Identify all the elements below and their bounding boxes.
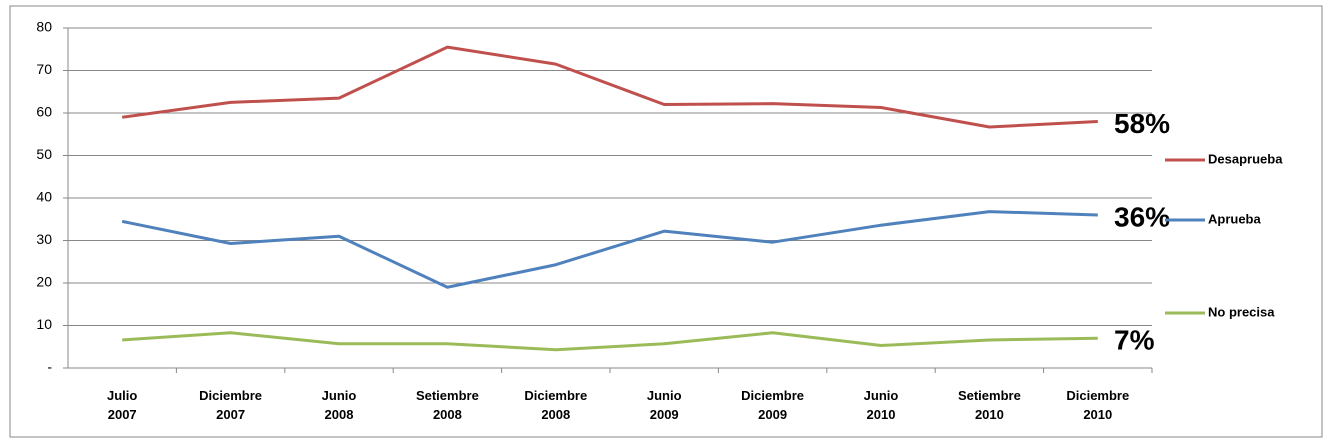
x-tick-label-line: Diciembre <box>741 388 804 403</box>
legend-label: No precisa <box>1208 304 1275 319</box>
x-tick-label-line: 2010 <box>1083 407 1112 422</box>
y-tick-label: - <box>47 359 52 375</box>
x-tick-label-line: 2010 <box>975 407 1004 422</box>
y-tick-label: 20 <box>36 274 52 290</box>
x-tick-label-line: Setiembre <box>958 388 1021 403</box>
x-tick-label-line: Junio <box>322 388 357 403</box>
y-tick-label: 80 <box>36 19 52 35</box>
y-tick-label: 10 <box>36 316 52 332</box>
y-tick-label: 60 <box>36 104 52 120</box>
x-tick-label-line: 2009 <box>650 407 679 422</box>
series-line <box>121 45 1098 129</box>
x-tick-label-line: 2008 <box>433 407 462 422</box>
y-tick-label: 30 <box>36 231 52 247</box>
x-tick-label: Junio 2010 <box>864 388 899 422</box>
x-tick-label-line: Junio <box>647 388 682 403</box>
series-line <box>121 210 1098 289</box>
end-annotation: 36% <box>1114 201 1170 232</box>
y-tick-label: 50 <box>36 146 52 162</box>
x-tick-label-line: 2008 <box>541 407 570 422</box>
legend-label: Desaprueba <box>1208 151 1283 166</box>
x-tick-label-line: Junio <box>864 388 899 403</box>
x-tick-label: Diciembre 2009 <box>741 388 804 422</box>
x-tick-label-line: Setiembre <box>416 388 479 403</box>
x-tick-label-line: 2009 <box>758 407 787 422</box>
x-tick-label-line: 2008 <box>325 407 354 422</box>
x-tick-label: Diciembre 2008 <box>524 388 587 422</box>
x-tick-label: Junio 2008 <box>322 388 357 422</box>
x-tick-label: Setiembre 2010 <box>958 388 1021 422</box>
x-tick-label: Diciembre 2007 <box>199 388 262 422</box>
x-tick-label: Diciembre 2010 <box>1066 388 1129 422</box>
x-tick-label: Junio 2009 <box>647 388 682 422</box>
series-line <box>122 331 1098 352</box>
end-annotation: 58% <box>1114 108 1170 139</box>
y-tick-label: 40 <box>36 189 52 205</box>
x-tick-label-line: Diciembre <box>199 388 262 403</box>
x-tick-label-line: Diciembre <box>1066 388 1129 403</box>
y-tick-label: 70 <box>36 61 52 77</box>
x-tick-label-line: 2007 <box>216 407 245 422</box>
x-tick-label-line: 2007 <box>108 407 137 422</box>
end-annotation: 7% <box>1114 325 1155 356</box>
x-tick-label-line: 2010 <box>867 407 896 422</box>
x-tick-label: Setiembre 2008 <box>416 388 479 422</box>
chart-border <box>9 5 1323 438</box>
x-tick-label-line: Julio <box>107 388 137 403</box>
x-tick-label-line: Diciembre <box>524 388 587 403</box>
legend-label: Aprueba <box>1208 211 1262 226</box>
x-tick-label: Julio 2007 <box>107 388 137 422</box>
